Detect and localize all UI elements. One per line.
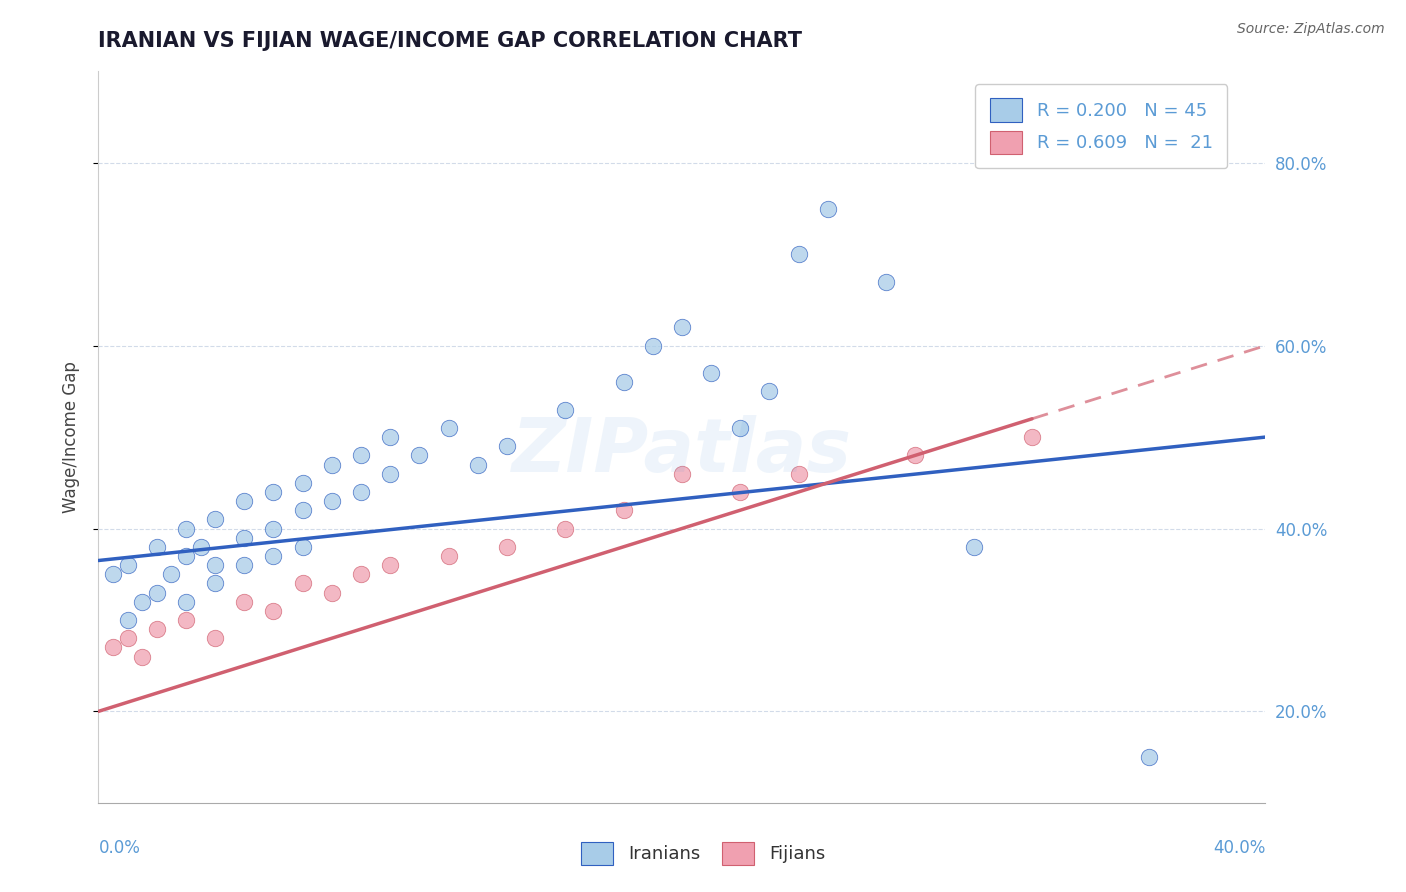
Point	[117, 613, 139, 627]
Point	[904, 448, 927, 462]
Point	[291, 475, 314, 490]
Point	[467, 458, 489, 472]
Point	[262, 485, 284, 500]
Point	[496, 439, 519, 453]
Point	[174, 521, 197, 535]
Point	[875, 275, 897, 289]
Point	[612, 375, 634, 389]
Point	[131, 594, 153, 608]
Point	[437, 549, 460, 563]
Point	[554, 521, 576, 535]
Text: ZIPatlas: ZIPatlas	[512, 415, 852, 488]
Point	[671, 320, 693, 334]
Legend: Iranians, Fijians: Iranians, Fijians	[572, 833, 834, 874]
Point	[131, 649, 153, 664]
Point	[291, 503, 314, 517]
Point	[817, 202, 839, 216]
Point	[101, 567, 124, 582]
Point	[204, 632, 226, 646]
Point	[321, 494, 343, 508]
Y-axis label: Wage/Income Gap: Wage/Income Gap	[62, 361, 80, 513]
Point	[1137, 750, 1160, 764]
Legend: R = 0.200   N = 45, R = 0.609   N =  21: R = 0.200 N = 45, R = 0.609 N = 21	[976, 84, 1227, 169]
Point	[641, 338, 664, 352]
Point	[204, 576, 226, 591]
Point	[554, 402, 576, 417]
Point	[380, 558, 402, 573]
Text: 40.0%: 40.0%	[1213, 839, 1265, 857]
Point	[174, 613, 197, 627]
Point	[787, 247, 810, 261]
Point	[700, 366, 723, 380]
Text: Source: ZipAtlas.com: Source: ZipAtlas.com	[1237, 22, 1385, 37]
Point	[437, 421, 460, 435]
Point	[496, 540, 519, 554]
Point	[146, 540, 169, 554]
Point	[291, 576, 314, 591]
Text: 0.0%: 0.0%	[98, 839, 141, 857]
Text: IRANIAN VS FIJIAN WAGE/INCOME GAP CORRELATION CHART: IRANIAN VS FIJIAN WAGE/INCOME GAP CORREL…	[98, 31, 803, 51]
Point	[174, 594, 197, 608]
Point	[321, 585, 343, 599]
Point	[117, 558, 139, 573]
Point	[262, 549, 284, 563]
Point	[962, 540, 984, 554]
Point	[233, 531, 256, 545]
Point	[204, 512, 226, 526]
Point	[730, 485, 752, 500]
Point	[787, 467, 810, 481]
Point	[350, 448, 373, 462]
Point	[730, 421, 752, 435]
Point	[350, 567, 373, 582]
Point	[380, 467, 402, 481]
Point	[671, 467, 693, 481]
Point	[321, 458, 343, 472]
Point	[233, 594, 256, 608]
Point	[380, 430, 402, 444]
Point	[146, 622, 169, 636]
Point	[233, 558, 256, 573]
Point	[101, 640, 124, 655]
Point	[190, 540, 212, 554]
Point	[408, 448, 430, 462]
Point	[160, 567, 183, 582]
Point	[262, 604, 284, 618]
Point	[233, 494, 256, 508]
Point	[758, 384, 780, 399]
Point	[350, 485, 373, 500]
Point	[117, 632, 139, 646]
Point	[1021, 430, 1043, 444]
Point	[262, 521, 284, 535]
Point	[204, 558, 226, 573]
Point	[291, 540, 314, 554]
Point	[146, 585, 169, 599]
Point	[174, 549, 197, 563]
Point	[612, 503, 634, 517]
